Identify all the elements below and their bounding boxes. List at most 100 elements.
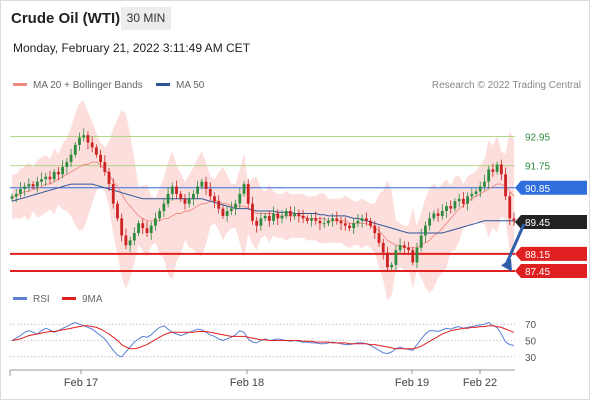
candle-body <box>272 213 275 221</box>
candle-body <box>402 245 406 248</box>
candle-body <box>407 247 410 251</box>
candle-body <box>124 235 128 246</box>
candle-body <box>419 235 423 248</box>
research-credit: Research © 2022 Trading Central <box>431 80 581 91</box>
candle-body <box>377 233 381 243</box>
candle-body <box>225 211 229 216</box>
ma50-swatch <box>156 82 170 86</box>
candle-body <box>487 169 491 182</box>
candle-body <box>381 242 385 253</box>
level-label-90.85: 90.85 <box>525 184 550 195</box>
candle-body <box>314 218 318 221</box>
forecast-arrow-shaft <box>505 223 526 264</box>
candle-body <box>149 225 153 234</box>
candle-body <box>204 181 208 189</box>
candle-body <box>120 218 124 236</box>
candle-body <box>141 223 145 229</box>
timeframe-button[interactable]: 30 MIN <box>121 7 171 30</box>
candle-body <box>318 220 322 224</box>
level-label-88.15: 88.15 <box>525 250 550 261</box>
candle-body <box>48 176 52 180</box>
candle-body <box>191 193 195 199</box>
last-price-label: 89.45 <box>525 218 550 229</box>
level-label-92.95: 92.95 <box>525 132 550 143</box>
x-tick-label: Feb 19 <box>395 377 429 389</box>
candle-body <box>369 220 372 226</box>
rsi-ma-legend-label: 9MA <box>82 294 103 305</box>
candle-body <box>364 218 368 221</box>
rsi-tick-50: 50 <box>525 337 537 348</box>
ma20-line <box>12 161 515 249</box>
candle-body <box>52 171 56 180</box>
candle-body <box>466 196 469 204</box>
candle-body <box>10 196 14 199</box>
forecast-arrow-head <box>501 258 512 272</box>
candle-body <box>499 164 503 175</box>
candle-body <box>94 147 98 155</box>
rsi-ma-line <box>11 325 515 350</box>
candle-body <box>61 166 65 175</box>
candle-body <box>297 213 301 216</box>
legend-item-ma50: MA 50 <box>156 80 204 91</box>
candle-body <box>183 198 187 204</box>
candle-body <box>234 203 237 209</box>
candle-body <box>390 264 394 268</box>
candle-body <box>221 208 225 216</box>
candle-body <box>90 142 94 148</box>
candle-body <box>348 225 351 229</box>
candle-body <box>495 164 499 172</box>
candle-body <box>360 218 364 221</box>
candle-body <box>73 144 77 155</box>
x-tick-label: Feb 18 <box>230 377 264 389</box>
candle-body <box>229 208 233 212</box>
candle-body <box>238 193 242 204</box>
bollinger-band <box>12 100 514 301</box>
candle-body <box>31 184 35 187</box>
candle-body <box>415 247 419 263</box>
candle-body <box>440 211 444 216</box>
candle-body <box>65 162 69 167</box>
level-label-87.45: 87.45 <box>525 267 550 278</box>
timestamp: Monday, February 21, 2022 3:11:49 AM CET <box>13 41 251 55</box>
candle-body <box>251 203 254 221</box>
candle-body <box>14 193 18 197</box>
candle-body <box>111 184 115 204</box>
x-tick-label: Feb 22 <box>463 377 497 389</box>
candle-body <box>57 171 60 175</box>
candle-body <box>86 135 90 143</box>
candle-body <box>305 218 309 221</box>
candle-body <box>445 206 448 212</box>
candle-body <box>284 211 288 216</box>
candle-body <box>154 218 157 226</box>
candle-body <box>246 184 250 204</box>
candle-body <box>293 213 297 216</box>
rsi-tick-70: 70 <box>525 320 537 331</box>
candle-body <box>44 176 48 180</box>
candle-body <box>504 174 507 197</box>
candle-body <box>373 225 377 234</box>
candle-body <box>179 193 183 199</box>
candle-body <box>116 203 119 219</box>
candle-body <box>478 186 482 192</box>
candle-body <box>40 179 43 182</box>
candle-body <box>132 233 136 241</box>
candle-body <box>35 181 39 187</box>
candles <box>10 128 516 273</box>
ma20-legend-label: MA 20 + Bollinger Bands <box>33 80 143 91</box>
candle-body <box>335 218 339 221</box>
legend-item-9ma: 9MA <box>62 294 103 305</box>
candle-body <box>170 186 174 194</box>
rsi-ma-swatch <box>62 296 76 300</box>
candle-body <box>255 220 259 226</box>
candle-body <box>449 206 453 209</box>
rsi-tick-30: 30 <box>525 353 537 364</box>
candle-body <box>166 193 170 204</box>
level-tag-87.45 <box>515 263 587 278</box>
candle-body <box>474 191 478 194</box>
candle-body <box>436 213 440 216</box>
candle-body <box>69 154 73 163</box>
candle-body <box>23 186 27 189</box>
candle-body <box>457 198 461 202</box>
candle-body <box>162 203 166 212</box>
